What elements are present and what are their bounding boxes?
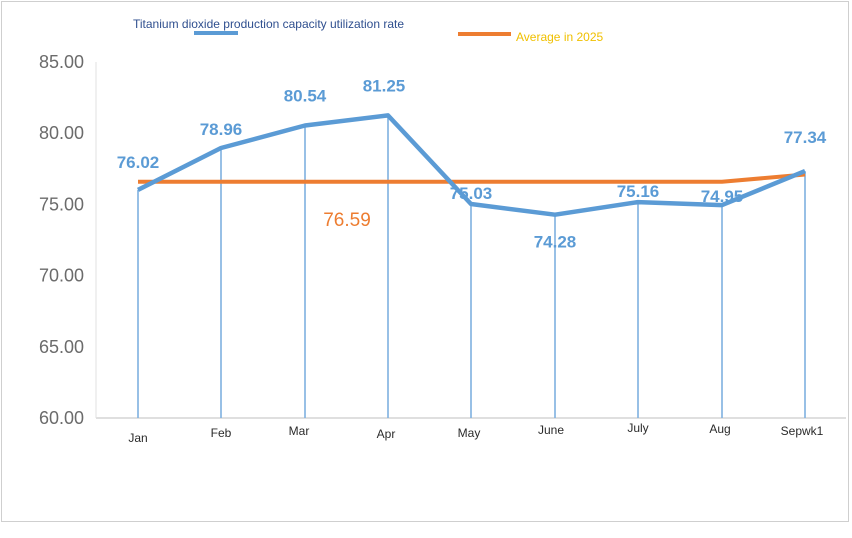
y-tick-label: 80.00 — [39, 123, 84, 143]
y-axis-ticks: 60.00 65.00 70.00 75.00 80.00 85.00 — [39, 52, 84, 428]
drop-lines — [137, 115, 806, 418]
data-label: 78.96 — [200, 120, 243, 139]
series-lines — [136, 113, 806, 217]
legend-label-average: Average in 2025 — [516, 30, 604, 44]
y-tick-label: 60.00 — [39, 408, 84, 428]
chart-frame — [1, 1, 849, 522]
x-tick-label: May — [458, 426, 481, 440]
x-tick-label: Mar — [289, 424, 310, 438]
legend: Titanium dioxide production capacity uti… — [133, 17, 604, 44]
x-tick-label: Apr — [377, 427, 396, 441]
data-label: 81.25 — [363, 76, 406, 95]
average-value-label: 76.59 — [323, 210, 371, 231]
x-tick-label: Sepwk1 — [781, 424, 824, 438]
y-tick-label: 65.00 — [39, 337, 84, 357]
data-label: 76.02 — [117, 153, 160, 172]
data-labels: 76.02 78.96 80.54 81.25 75.03 74.28 75.16 74.95… — [117, 76, 827, 251]
x-tick-label: Aug — [709, 422, 730, 436]
data-label: 80.54 — [284, 87, 327, 106]
x-tick-label: Jan — [128, 431, 147, 445]
y-tick-label: 75.00 — [39, 194, 84, 214]
x-tick-label: June — [538, 423, 564, 437]
x-tick-label: Feb — [211, 426, 232, 440]
data-label: 75.16 — [617, 182, 660, 201]
y-tick-label: 85.00 — [39, 52, 84, 72]
data-label: 74.95 — [701, 187, 744, 206]
average-line — [138, 172, 806, 184]
data-label: 77.34 — [784, 128, 827, 147]
data-label: 75.03 — [450, 184, 493, 203]
data-label: 74.28 — [534, 233, 577, 252]
y-tick-label: 70.00 — [39, 266, 84, 286]
legend-label-utilization: Titanium dioxide production capacity uti… — [133, 17, 404, 31]
x-axis-ticks: Jan Feb Mar Apr May June July Aug Sepwk1 — [128, 421, 823, 445]
utilization-line — [136, 113, 806, 217]
x-tick-label: July — [627, 421, 648, 435]
